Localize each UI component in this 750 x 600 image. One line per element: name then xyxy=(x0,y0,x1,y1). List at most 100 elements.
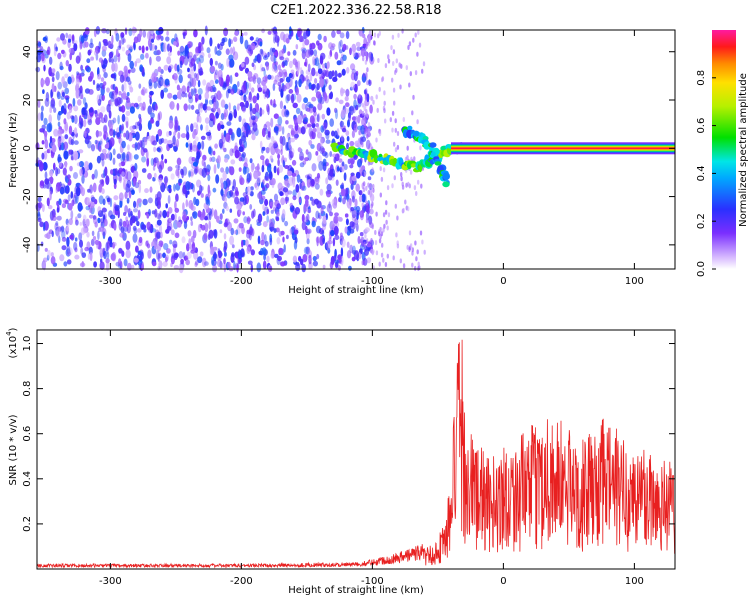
spectrogram-noise-cell xyxy=(195,46,200,57)
spectrogram-noise-cell xyxy=(351,209,357,219)
spectrogram-noise-cell xyxy=(392,61,395,66)
spectrogram-noise-cell xyxy=(351,175,357,182)
spectrogram-noise-cell xyxy=(273,55,277,64)
spectrogram-noise-cell xyxy=(319,188,324,196)
spectrogram-noise-cell xyxy=(386,225,389,231)
spectrogram-noise-cell xyxy=(241,239,244,248)
spectrogram-noise-cell xyxy=(63,150,69,160)
spectrogram-noise-cell xyxy=(320,125,325,133)
spectrogram-noise-cell xyxy=(295,107,301,115)
spectrogram-noise-cell xyxy=(306,213,310,222)
spectrogram-noise-cell xyxy=(259,140,263,149)
spectrogram-noise-cell xyxy=(60,33,65,41)
spectrogram-noise-cell xyxy=(89,214,94,219)
spectrogram-noise-cell xyxy=(353,124,357,131)
spectrogram-noise-cell xyxy=(346,135,350,142)
spectrogram-noise-cell xyxy=(233,109,237,119)
spectrogram-noise-cell xyxy=(175,193,179,202)
spectrogram-noise-cell xyxy=(125,240,131,251)
spectrogram-noise-cell xyxy=(127,69,131,74)
spectrogram-noise-cell xyxy=(402,207,405,213)
spectrogram-noise-cell xyxy=(74,254,80,260)
spectrogram-noise-cell xyxy=(191,205,196,211)
spectrogram-noise-cell xyxy=(413,185,417,191)
spectrogram-noise-cell xyxy=(260,195,266,201)
spectrogram-noise-cell xyxy=(198,61,201,70)
spectrogram-noise-cell xyxy=(384,209,388,215)
spectrogram-noise-cell xyxy=(147,172,152,180)
spectrogram-noise-cell xyxy=(350,158,355,165)
spectrogram-noise-cell xyxy=(304,39,310,46)
spectrogram-noise-cell xyxy=(269,201,273,209)
spectrogram-noise-cell xyxy=(63,261,68,267)
spectrogram-noise-cell xyxy=(228,38,232,48)
spectrogram-noise-cell xyxy=(409,243,413,249)
spectrogram-noise-cell xyxy=(71,35,75,45)
spectrogram-noise-cell xyxy=(262,211,266,216)
spectrogram-noise-cell xyxy=(267,164,272,173)
spectrogram-trail-cell xyxy=(412,130,420,137)
spectrogram-noise-cell xyxy=(187,41,193,49)
spectrogram-noise-cell xyxy=(226,121,232,126)
spectrogram-noise-cell xyxy=(70,138,75,146)
spectrogram-noise-cell xyxy=(56,228,61,238)
spectrogram-noise-cell xyxy=(197,88,203,95)
spectrogram-noise-cell xyxy=(51,144,57,153)
spectrogram-noise-cell xyxy=(63,141,69,151)
spectrogram-noise-cell xyxy=(167,139,173,145)
spectrogram-noise-cell xyxy=(396,215,399,221)
spectrogram-noise-cell xyxy=(57,121,61,127)
spectrogram-noise-cell xyxy=(190,220,194,226)
spectrogram-noise-cell xyxy=(164,78,170,86)
spectrogram-noise-cell xyxy=(260,155,265,161)
spectrogram-noise-cell xyxy=(231,244,235,249)
spectrogram-noise-cell xyxy=(229,208,233,213)
spectrogram-noise-cell xyxy=(50,99,56,109)
spectrogram-noise-cell xyxy=(422,61,426,67)
spectrogram-noise-cell xyxy=(223,147,227,153)
spectrogram-noise-cell xyxy=(348,113,352,122)
spectrogram-noise-cell xyxy=(134,162,138,172)
spectrogram-noise-cell xyxy=(129,125,135,131)
spectrogram-noise-cell xyxy=(206,164,211,173)
spectrogram-noise-cell xyxy=(244,39,249,50)
spectrogram-noise-cell xyxy=(166,56,172,65)
spectrogram-noise-cell xyxy=(253,170,259,180)
spectrogram-noise-cell xyxy=(192,161,198,167)
spectrogram-noise-cell xyxy=(173,183,176,192)
spectrogram-noise-cell xyxy=(245,100,249,109)
spectrogram-noise-cell xyxy=(93,50,98,56)
spectrogram-noise-cell xyxy=(68,47,74,54)
spectrogram-noise-cell xyxy=(294,207,301,215)
spectrogram-noise-cell xyxy=(273,165,277,174)
colorbar-gradient xyxy=(712,30,736,269)
spectrogram-noise-cell xyxy=(272,83,276,91)
spectrogram-noise-cell xyxy=(118,173,123,184)
spectrogram-noise-cell xyxy=(379,166,382,172)
spectrogram-noise-cell xyxy=(37,196,42,203)
spectrogram-noise-cell xyxy=(229,74,233,85)
spectrogram-noise-cell xyxy=(318,214,322,220)
spectrogram-noise-cell xyxy=(303,97,308,104)
spectrogram-noise-cell xyxy=(359,211,363,217)
spectrogram-noise-cell xyxy=(306,178,311,188)
spectrogram-noise-cell xyxy=(322,63,325,72)
spectrogram-noise-cell xyxy=(109,197,113,208)
spectrogram-noise-cell xyxy=(334,259,340,264)
spectrogram-noise-cell xyxy=(163,87,169,93)
spectrogram-noise-cell xyxy=(213,92,218,101)
spectrogram-noise-cell xyxy=(133,102,139,108)
spectrogram-noise-cell xyxy=(91,230,95,237)
spectrogram-noise-cell xyxy=(50,97,56,107)
spectrogram-noise-cell xyxy=(344,95,349,102)
spectrogram-noise-cell xyxy=(44,35,49,44)
spectrogram-noise-cell xyxy=(206,82,211,93)
spectrogram-noise-cell xyxy=(223,196,227,203)
spectrogram-noise-cell xyxy=(340,232,343,238)
spectrogram-noise-cell xyxy=(358,130,361,136)
spectrogram-noise-cell xyxy=(100,106,106,113)
spectrogram-noise-cell xyxy=(347,225,352,231)
spectrogram-noise-cell xyxy=(158,138,163,145)
spectrogram-noise-cell xyxy=(209,246,215,256)
